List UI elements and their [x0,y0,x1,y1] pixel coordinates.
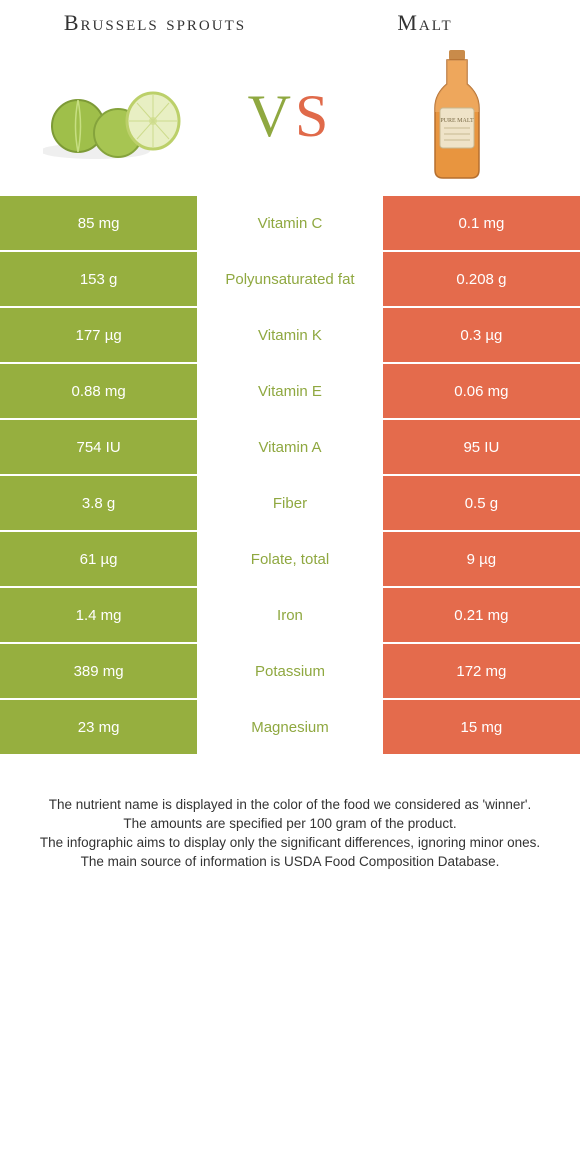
left-value-cell: 389 mg [0,644,197,700]
nutrient-label-cell: Vitamin C [197,196,383,252]
brussels-sprouts-image [43,56,203,176]
right-value-cell: 0.1 mg [383,196,580,252]
vs-v: V [248,83,295,149]
nutrient-label-cell: Folate, total [197,532,383,588]
table-row: 61 µgFolate, total9 µg [0,532,580,588]
left-value-cell: 153 g [0,252,197,308]
footer-line-4: The main source of information is USDA F… [30,853,550,872]
footer-line-1: The nutrient name is displayed in the co… [30,796,550,815]
comparison-table: 85 mgVitamin C0.1 mg153 gPolyunsaturated… [0,196,580,756]
right-value-cell: 15 mg [383,700,580,756]
table-row: 0.88 mgVitamin E0.06 mg [0,364,580,420]
table-row: 3.8 gFiber0.5 g [0,476,580,532]
right-value-cell: 95 IU [383,420,580,476]
left-value-cell: 0.88 mg [0,364,197,420]
malt-bottle-image: PURE MALT [377,56,537,176]
left-food-title-col: Brussels sprouts [20,10,290,36]
left-value-cell: 3.8 g [0,476,197,532]
right-value-cell: 0.208 g [383,252,580,308]
footer-line-3: The infographic aims to display only the… [30,834,550,853]
footer-line-2: The amounts are specified per 100 gram o… [30,815,550,834]
right-value-cell: 9 µg [383,532,580,588]
table-row: 153 gPolyunsaturated fat0.208 g [0,252,580,308]
right-value-cell: 0.3 µg [383,308,580,364]
left-value-cell: 85 mg [0,196,197,252]
nutrient-label-cell: Polyunsaturated fat [197,252,383,308]
right-food-title: Malt [290,10,560,36]
left-value-cell: 177 µg [0,308,197,364]
right-food-title-col: Malt [290,10,560,36]
svg-text:PURE MALT: PURE MALT [441,118,475,124]
vs-label: VS [248,82,333,151]
left-value-cell: 61 µg [0,532,197,588]
nutrient-label-cell: Potassium [197,644,383,700]
right-value-cell: 0.06 mg [383,364,580,420]
table-row: 1.4 mgIron0.21 mg [0,588,580,644]
right-value-cell: 172 mg [383,644,580,700]
table-row: 177 µgVitamin K0.3 µg [0,308,580,364]
left-value-cell: 1.4 mg [0,588,197,644]
table-row: 85 mgVitamin C0.1 mg [0,196,580,252]
image-row: VS PURE MALT [0,36,580,196]
nutrient-label-cell: Vitamin K [197,308,383,364]
left-value-cell: 23 mg [0,700,197,756]
header-titles: Brussels sprouts Malt [0,0,580,36]
left-value-cell: 754 IU [0,420,197,476]
table-row: 389 mgPotassium172 mg [0,644,580,700]
left-food-title: Brussels sprouts [20,10,290,36]
nutrient-label-cell: Vitamin A [197,420,383,476]
table-row: 23 mgMagnesium15 mg [0,700,580,756]
vs-s: S [295,83,332,149]
nutrient-label-cell: Iron [197,588,383,644]
nutrient-label-cell: Magnesium [197,700,383,756]
right-value-cell: 0.5 g [383,476,580,532]
right-value-cell: 0.21 mg [383,588,580,644]
nutrient-label-cell: Vitamin E [197,364,383,420]
table-row: 754 IUVitamin A95 IU [0,420,580,476]
nutrient-label-cell: Fiber [197,476,383,532]
footer-notes: The nutrient name is displayed in the co… [0,756,580,872]
